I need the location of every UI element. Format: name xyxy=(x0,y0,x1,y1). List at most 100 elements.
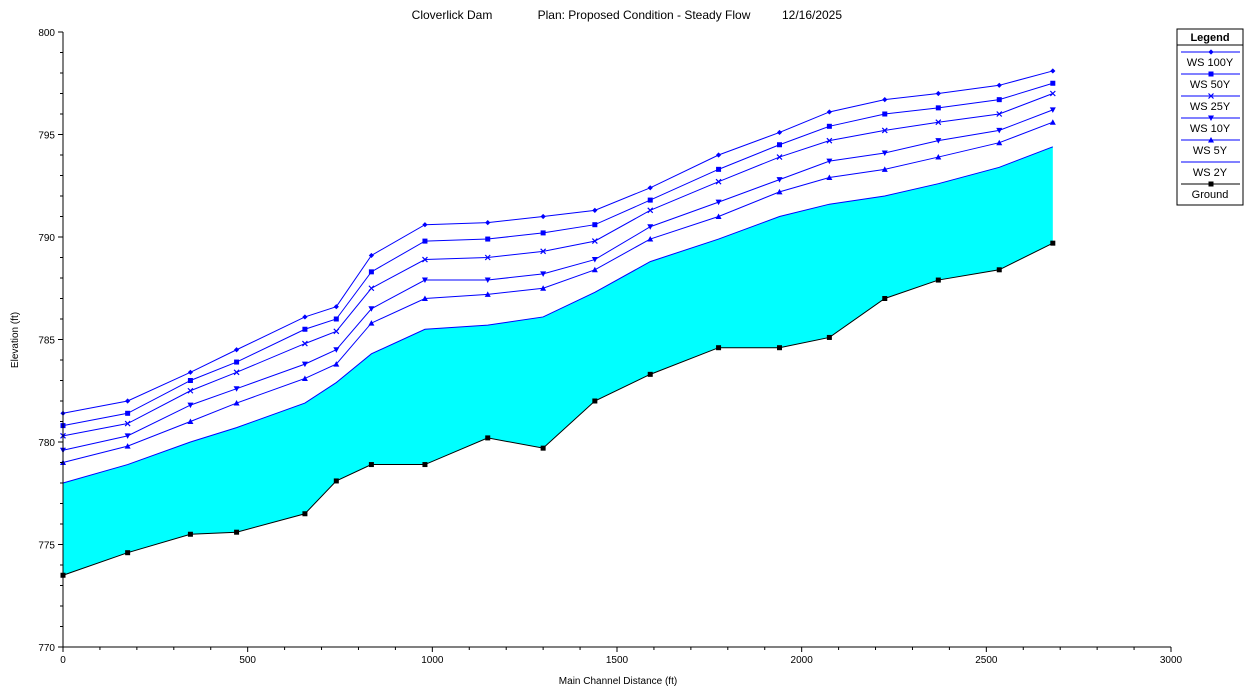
point-ws-25y xyxy=(233,369,240,376)
point-ws-100y xyxy=(422,222,428,228)
point-ws-100y xyxy=(302,314,308,320)
point-ws-100y xyxy=(233,347,240,353)
point-ws-50y xyxy=(187,378,193,383)
x-tick-label: 0 xyxy=(60,655,66,666)
point-ws-5y xyxy=(421,295,428,301)
point-ground xyxy=(882,296,888,301)
y-tick-label: 795 xyxy=(38,131,55,142)
series-line-ws-2y xyxy=(62,146,1053,484)
point-ws-5y xyxy=(935,154,942,160)
point-ws-25y xyxy=(333,328,340,335)
point-ws-25y xyxy=(301,340,308,347)
legend-label-ws-5y: WS 5Y xyxy=(1193,145,1228,157)
y-tick-label: 790 xyxy=(38,233,55,244)
axes: 0 500 1000 1500 2000 2500 3000 770 775 780 785 790 7… xyxy=(38,28,1182,666)
point-ws-5y xyxy=(881,166,888,172)
x-tick-label: 3000 xyxy=(1160,655,1183,666)
point-ws-25y xyxy=(540,248,547,255)
point-ground xyxy=(302,511,308,517)
point-ws-100y xyxy=(647,185,653,191)
point-ws-10y xyxy=(540,271,547,277)
point-ground xyxy=(485,435,491,441)
point-ws-25y xyxy=(422,256,428,263)
point-ws-25y xyxy=(647,207,654,214)
x-axis-label: Main Channel Distance (ft) xyxy=(559,676,677,687)
point-ws-10y xyxy=(421,277,428,284)
legend-label-ws-25y: WS 25Y xyxy=(1190,101,1231,113)
point-ws-100y xyxy=(996,82,1002,88)
legend-marker-ground xyxy=(1208,181,1214,187)
point-ws-25y xyxy=(187,387,194,394)
point-ground xyxy=(826,334,832,340)
point-ws-10y xyxy=(187,402,194,409)
point-ws-50y xyxy=(333,316,339,322)
point-ground xyxy=(333,478,339,484)
point-ws-100y xyxy=(592,207,598,213)
point-ws-100y xyxy=(333,304,339,310)
point-ground xyxy=(234,529,240,535)
point-ground xyxy=(777,345,783,351)
point-ws-10y xyxy=(1049,107,1056,113)
x-tick-label: 2000 xyxy=(791,655,814,666)
point-ws-50y xyxy=(1050,80,1056,86)
point-ws-10y xyxy=(591,257,598,263)
point-ws-10y xyxy=(647,224,654,230)
point-ws-50y xyxy=(996,97,1002,103)
point-ws-5y xyxy=(647,236,654,242)
point-ws-5y xyxy=(1049,119,1056,125)
legend-label-ws-100y: WS 100Y xyxy=(1187,57,1234,69)
legend-marker-ws-50y xyxy=(1208,71,1214,77)
point-ws-50y xyxy=(302,326,308,332)
point-ws-25y xyxy=(881,127,888,134)
point-ws-100y xyxy=(935,90,941,97)
point-ws-10y xyxy=(301,361,308,368)
point-ws-10y xyxy=(233,386,240,392)
point-ws-10y xyxy=(935,138,942,144)
legend-marker-ws-100y xyxy=(1208,49,1214,55)
point-ws-10y xyxy=(996,127,1003,134)
point-ws-5y xyxy=(233,400,240,406)
y-tick-label: 780 xyxy=(38,438,55,449)
point-ground xyxy=(935,277,941,283)
legend-marker-ws-25y xyxy=(1208,93,1214,99)
chart-title: Cloverlick Dam Plan: Proposed Condition … xyxy=(412,8,843,22)
point-ws-5y xyxy=(715,213,722,219)
point-ws-100y xyxy=(187,369,194,375)
legend-marker-ws-5y xyxy=(1208,137,1214,143)
point-ground xyxy=(187,531,193,537)
point-ws-50y xyxy=(592,222,598,228)
point-ws-50y xyxy=(485,236,491,242)
point-ws-10y xyxy=(484,277,491,284)
point-ground xyxy=(368,462,374,468)
point-ws-100y xyxy=(882,97,888,103)
point-ws-50y xyxy=(826,123,832,129)
point-ws-25y xyxy=(776,154,783,160)
point-ws-25y xyxy=(591,238,598,245)
legend-marker-ws-10y xyxy=(1208,115,1214,121)
point-ws-100y xyxy=(485,220,491,226)
point-ws-10y xyxy=(881,150,888,156)
point-ws-10y xyxy=(368,306,375,312)
point-ws-50y xyxy=(647,197,653,203)
title-date: 12/16/2025 xyxy=(782,8,842,22)
legend-label-ws-2y: WS 2Y xyxy=(1193,167,1228,179)
legend-label-ground: Ground xyxy=(1192,189,1229,201)
legend-label-ws-50y: WS 50Y xyxy=(1190,79,1231,91)
point-ws-100y xyxy=(776,129,783,136)
point-ws-25y xyxy=(935,119,942,126)
point-ws-50y xyxy=(422,238,428,244)
point-ws-5y xyxy=(187,418,194,424)
point-ws-10y xyxy=(776,177,783,183)
point-ws-100y xyxy=(715,152,722,158)
point-ws-5y xyxy=(124,443,131,449)
x-tick-label: 1500 xyxy=(606,655,629,666)
point-ws-50y xyxy=(777,142,783,148)
legend-label-ws-10y: WS 10Y xyxy=(1190,123,1231,135)
point-ground xyxy=(716,345,722,351)
point-ws-25y xyxy=(368,285,375,292)
point-ws-100y xyxy=(125,398,131,404)
legend-title: Legend xyxy=(1190,32,1229,44)
point-ws-5y xyxy=(591,266,598,273)
x-tick-label: 1000 xyxy=(421,655,444,666)
